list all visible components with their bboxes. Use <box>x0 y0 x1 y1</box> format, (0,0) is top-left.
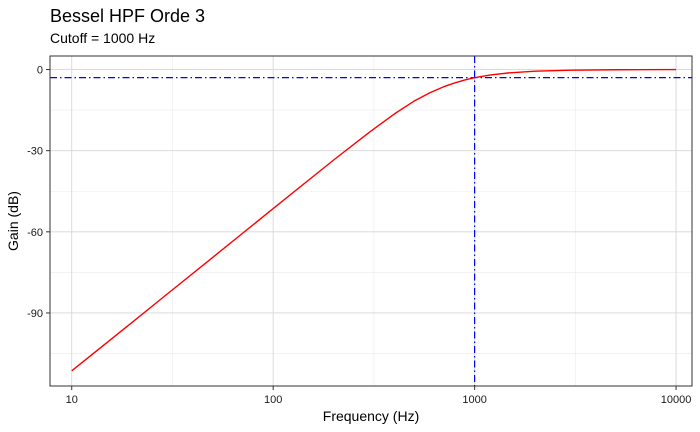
y-tick-label: 0 <box>37 65 43 77</box>
x-tick-label: 10000 <box>661 394 692 406</box>
y-axis-ticks: 0 -30 -60 -90 <box>27 65 50 320</box>
y-axis-title: Gain (dB) <box>5 191 21 251</box>
y-tick-label: -30 <box>27 146 43 158</box>
x-axis-ticks: 10 100 1000 10000 <box>66 386 692 406</box>
grid <box>50 56 692 386</box>
chart-subtitle: Cutoff = 1000 Hz <box>50 30 155 46</box>
x-tick-label: 100 <box>264 394 282 406</box>
x-axis-title: Frequency (Hz) <box>323 408 419 424</box>
chart-title: Bessel HPF Orde 3 <box>50 6 205 26</box>
plot-border <box>49 55 693 387</box>
y-tick-label: -60 <box>27 227 43 239</box>
series-layer <box>71 68 677 372</box>
gain-response-line <box>71 68 677 372</box>
x-tick-label: 10 <box>66 394 78 406</box>
reference-lines <box>50 56 692 386</box>
x-tick-label: 1000 <box>462 394 486 406</box>
y-tick-label: -90 <box>27 308 43 320</box>
